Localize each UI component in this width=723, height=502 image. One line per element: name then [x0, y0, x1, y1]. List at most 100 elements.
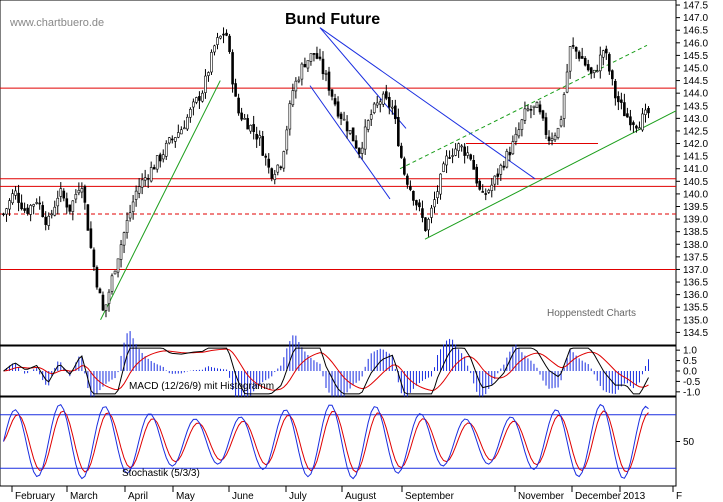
candle-body — [264, 155, 268, 158]
candle-body — [412, 190, 415, 201]
y-tick-label: 141.0 — [683, 164, 708, 175]
candle-body — [526, 108, 530, 111]
candle-body — [403, 158, 406, 175]
candle-body — [92, 249, 96, 268]
candle-body — [213, 45, 216, 53]
candle-body — [436, 191, 439, 199]
y-tick-label: 142.5 — [683, 126, 708, 137]
candle-body — [306, 60, 310, 69]
candle-body — [86, 204, 90, 231]
candle-body — [128, 212, 132, 219]
candle-body — [345, 121, 349, 132]
candle-body — [629, 116, 632, 126]
candle-body — [71, 200, 75, 212]
candle-body — [351, 127, 355, 142]
candle-body — [270, 168, 274, 179]
candle-body — [119, 244, 123, 260]
y-tick-label: 146.5 — [683, 26, 708, 37]
candle-body — [330, 89, 334, 97]
candle-body — [369, 114, 373, 120]
candle-body — [604, 48, 608, 54]
candle-body — [65, 198, 69, 208]
candle-body — [415, 200, 418, 206]
candle-body — [29, 205, 32, 215]
candle-body — [324, 73, 328, 75]
candle-body — [98, 288, 102, 294]
candle-body — [451, 155, 454, 157]
candle-body — [601, 50, 605, 58]
candle-body — [378, 101, 382, 105]
candle-body — [644, 109, 647, 115]
candle-body — [11, 193, 14, 204]
candle-body — [228, 35, 231, 52]
candle-body — [35, 202, 38, 204]
y-tick-label: 137.0 — [683, 265, 708, 276]
candle-body — [161, 154, 165, 160]
candle-body — [204, 75, 207, 93]
candle-body — [514, 133, 518, 142]
candle-body — [553, 135, 557, 141]
candle-body — [32, 204, 35, 207]
candle-body — [478, 180, 482, 190]
macd-y-tick-label: 0.5 — [683, 356, 697, 367]
candle-body — [122, 232, 126, 246]
candle-body — [149, 167, 153, 182]
candle-body — [381, 93, 385, 105]
candle-body — [20, 202, 23, 210]
y-tick-label: 147.5 — [683, 1, 708, 12]
candle-body — [511, 141, 515, 155]
candle-body — [466, 152, 469, 156]
candle-body — [571, 45, 575, 47]
candle-body — [333, 98, 337, 105]
y-tick-label: 139.0 — [683, 215, 708, 226]
candle-body — [647, 107, 650, 114]
candle-body — [158, 154, 162, 162]
y-tick-label: 135.0 — [683, 315, 708, 326]
candle-body — [125, 220, 129, 233]
candle-body — [234, 83, 237, 97]
trend-line-down-3 — [309, 85, 391, 200]
main-panel — [0, 0, 677, 346]
macd-label: MACD (12/26/9) mit Histogramm — [129, 381, 274, 392]
candle-body — [580, 56, 584, 59]
candle-body — [294, 80, 298, 92]
candle-body — [538, 104, 542, 113]
candle-body — [384, 91, 388, 99]
macd-y-tick-label: 1.0 — [683, 346, 697, 357]
y-tick-label: 139.5 — [683, 202, 708, 213]
candle-body — [267, 158, 271, 168]
candle-body — [562, 94, 566, 119]
candle-body — [472, 159, 475, 170]
candle-body — [192, 101, 195, 108]
candle-body — [608, 54, 611, 72]
candle-body — [336, 101, 340, 117]
macd-line — [3, 347, 649, 395]
chart-title: Bund Future — [285, 11, 380, 28]
candle-body — [303, 64, 307, 68]
candle-body — [318, 56, 322, 59]
candle-body — [457, 143, 460, 152]
candle-body — [219, 35, 222, 39]
candle-body — [152, 167, 156, 170]
candle-body — [237, 97, 240, 114]
candle-body — [273, 174, 277, 180]
candle-body — [143, 177, 147, 181]
candle-body — [424, 217, 427, 231]
candle-body — [252, 124, 255, 133]
month-label: August — [345, 491, 376, 502]
candle-body — [62, 190, 66, 199]
candle-body — [641, 113, 644, 131]
candle-body — [523, 108, 527, 121]
candle-body — [180, 129, 183, 135]
candle-body — [59, 188, 63, 197]
trend-line-down-1 — [319, 27, 536, 180]
stoch-panel — [0, 396, 677, 487]
candle-body — [427, 219, 430, 231]
candle-body — [155, 155, 159, 170]
candle-body — [568, 46, 572, 72]
candle-body — [589, 67, 593, 74]
candle-body — [421, 208, 424, 218]
candle-body — [321, 58, 325, 75]
candle-body — [505, 151, 509, 168]
candle-body — [258, 135, 261, 139]
